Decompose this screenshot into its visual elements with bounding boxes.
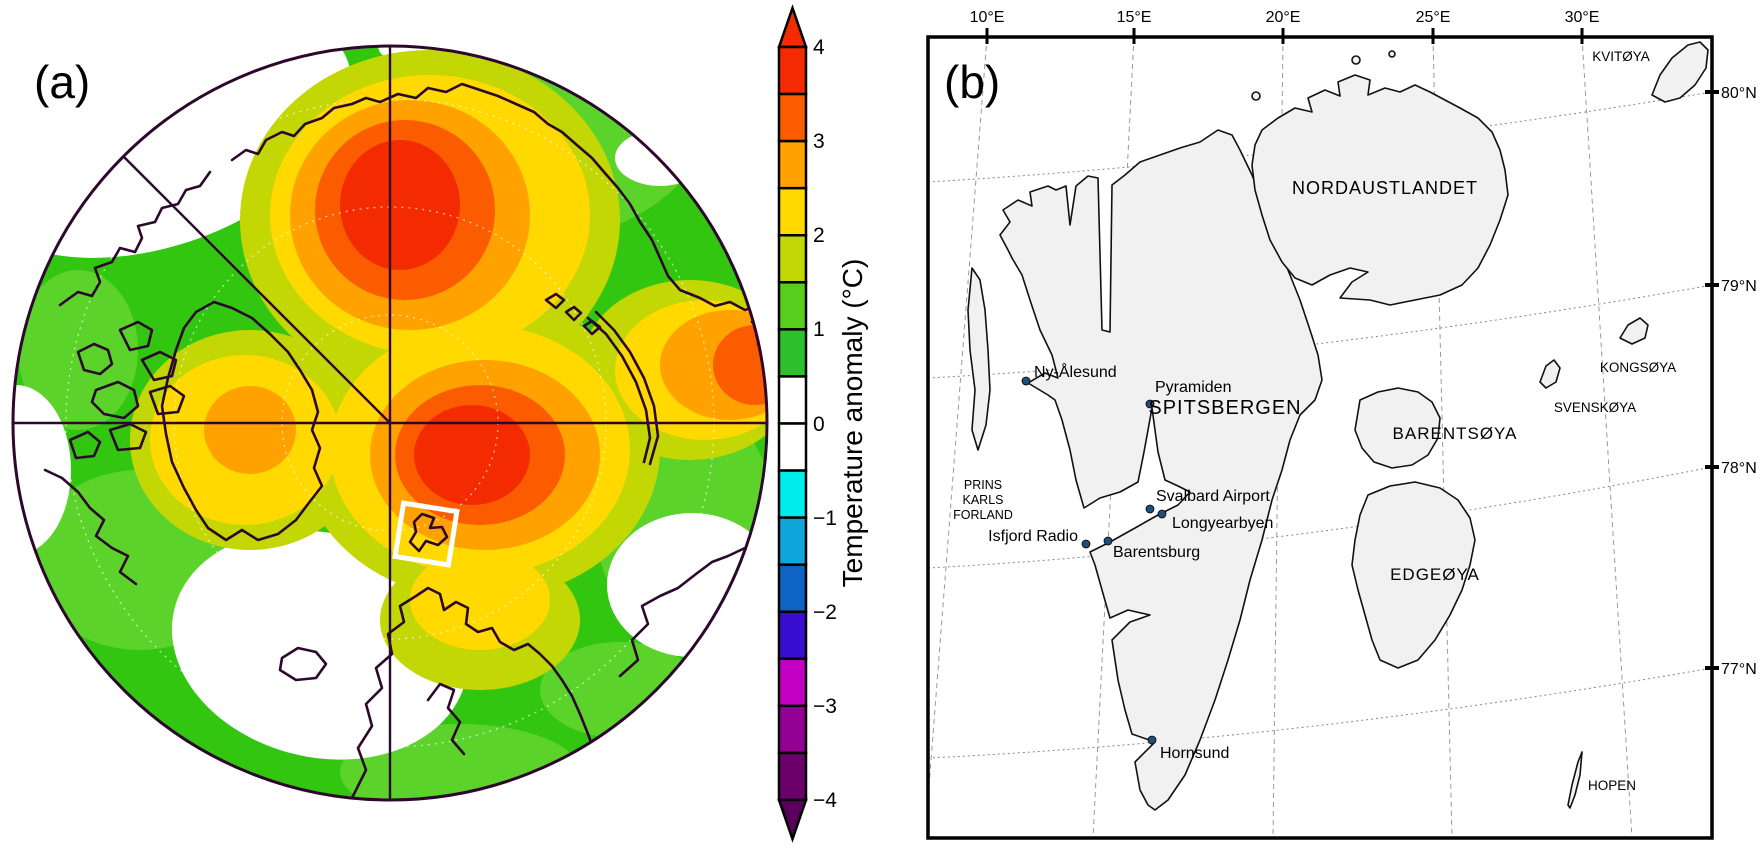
colorbar-segment (777, 657, 808, 708)
svalbard-highlight-box (392, 500, 460, 568)
coastlines (43, 82, 767, 800)
label-nordaustlandet: NORDAUSTLANDET (1292, 178, 1478, 198)
colorbar-tick: 0 (813, 413, 825, 436)
colorbar-tick: 1 (813, 318, 825, 341)
colorbar-title: Temperature anomaly (°C) (837, 259, 868, 588)
tick-20E: 20°E (1266, 9, 1301, 26)
tick-79N: 79°N (1721, 278, 1757, 295)
label-karls: KARLS (963, 493, 1004, 507)
tick-15E: 15°E (1117, 9, 1152, 26)
settlement-labels: Ny-Ålesund Pyramiden Svalbard Airport Lo… (988, 362, 1273, 762)
island-nordaustlandet (1251, 74, 1509, 306)
island-barentsoya (1354, 387, 1441, 469)
colorbar-tick: −2 (813, 601, 837, 624)
colorbar-tick: −1 (813, 507, 837, 530)
tick-77N: 77°N (1721, 661, 1757, 678)
tick-10E: 10°E (970, 9, 1005, 26)
island-svenskoya (1539, 359, 1561, 389)
colorbar-tick: −4 (813, 789, 837, 812)
colorbar-segment (777, 281, 808, 331)
label-prins: PRINS (964, 478, 1002, 492)
colorbar-segment (777, 751, 808, 802)
settlement-dot-isfjord-radio (1081, 539, 1091, 549)
colorbar-tick: 3 (813, 130, 825, 153)
label-forland: FORLAND (953, 508, 1013, 522)
label-svalbard-airport: Svalbard Airport (1156, 488, 1270, 505)
label-kvitoya: KVITØYA (1592, 49, 1650, 64)
label-barentsburg: Barentsburg (1113, 544, 1200, 561)
island-kongsoya (1619, 317, 1649, 345)
tick-25E: 25°E (1416, 9, 1451, 26)
colorbar-segment (777, 375, 808, 425)
colorbar-tick: 4 (813, 36, 825, 59)
panel-a-map: (a) 4 3 2 1 0 −1 −2 −3 −4 Temperature an… (11, 4, 868, 843)
label-spitsbergen: SPITSBERGEN (1148, 397, 1301, 419)
colorbar-segment (777, 45, 808, 96)
colorbar-segment (777, 92, 808, 143)
island-labels: NORDAUSTLANDET SPITSBERGEN BARENTSØYA KO… (953, 49, 1676, 793)
colorbar-segment (777, 422, 808, 472)
island-hopen (1567, 751, 1583, 809)
settlement-dot-ny-alesund (1021, 376, 1031, 386)
temperature-anomaly-field (13, 46, 767, 800)
panel-a-label: (a) (34, 56, 90, 108)
colorbar-segment (777, 610, 808, 661)
label-hornsund: Hornsund (1160, 745, 1229, 762)
panel-b-map: Ny-Ålesund Pyramiden Svalbard Airport Lo… (926, 9, 1757, 840)
label-edgeoya: EDGEØYA (1390, 565, 1480, 584)
colorbar-segments (777, 45, 808, 802)
label-prins-karls-forland: PRINS KARLS FORLAND (953, 478, 1013, 522)
top-axis: 10°E 15°E 20°E 25°E 30°E (970, 9, 1600, 44)
island-edgeoya (1351, 481, 1476, 669)
label-hopen: HOPEN (1588, 778, 1636, 793)
colorbar-segment (777, 704, 808, 755)
island-prins-karls-forland (967, 267, 991, 451)
colorbar-bottom-arrow (777, 798, 808, 843)
colorbar-segment (777, 469, 808, 519)
colorbar-segment (777, 516, 808, 566)
settlement-dot-pyramiden (1145, 399, 1155, 409)
panel-b-label: (b) (944, 56, 1000, 108)
colorbar: 4 3 2 1 0 −1 −2 −3 −4 Temperature anomal… (777, 4, 868, 843)
contour-red (340, 140, 530, 505)
tick-80N: 80°N (1721, 85, 1757, 102)
colorbar-segment (777, 234, 808, 284)
settlement-dot-svalbard-airport (1145, 504, 1155, 514)
label-kongsoya: KONGSØYA (1600, 360, 1676, 375)
colorbar-top-arrow (777, 4, 808, 49)
colorbar-segment (777, 186, 808, 237)
label-ny-alesund: Ny-Ålesund (1034, 362, 1117, 381)
tick-30E: 30°E (1565, 9, 1600, 26)
island-spitsbergen (999, 129, 1323, 811)
colorbar-tick: −3 (813, 695, 837, 718)
settlement-dot-hornsund (1147, 735, 1157, 745)
right-axis: 80°N 79°N 78°N 77°N (1705, 85, 1757, 678)
colorbar-segment (777, 139, 808, 190)
colorbar-tick: 2 (813, 224, 825, 247)
colorbar-tick-labels: 4 3 2 1 0 −1 −2 −3 −4 (813, 36, 837, 812)
landmasses (967, 41, 1709, 811)
colorbar-segment (777, 328, 808, 378)
label-isfjord-radio: Isfjord Radio (988, 528, 1078, 545)
settlement-dots (1021, 376, 1167, 745)
map-frame (926, 35, 1714, 840)
label-svenskoya: SVENSKØYA (1554, 400, 1636, 415)
settlement-dot-barentsburg (1103, 536, 1113, 546)
meridian-lines (13, 46, 767, 800)
settlement-dot-longyearbyen (1157, 509, 1167, 519)
tick-78N: 78°N (1721, 460, 1757, 477)
label-longyearbyen: Longyearbyen (1172, 515, 1273, 532)
colorbar-segment (777, 563, 808, 614)
label-pyramiden: Pyramiden (1155, 379, 1231, 396)
polar-map-rim (11, 44, 769, 802)
label-barentsoya: BARENTSØYA (1393, 424, 1518, 443)
island-kvitoya (1651, 41, 1709, 103)
